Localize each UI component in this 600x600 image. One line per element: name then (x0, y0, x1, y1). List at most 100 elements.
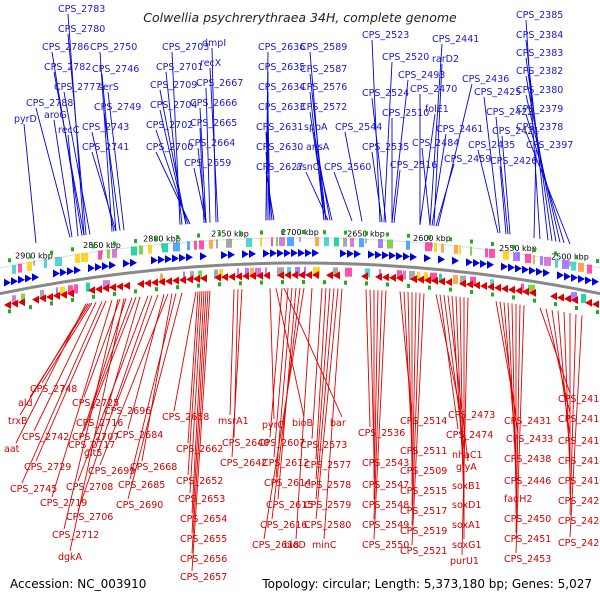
reverse-gene-leader (77, 295, 149, 482)
green-tick (470, 289, 473, 294)
reverse-gene-arrow (46, 293, 53, 301)
forward-gene-leader (501, 135, 511, 235)
feature-block (287, 267, 291, 277)
green-tick (239, 281, 242, 286)
feature-block (460, 275, 466, 285)
feature-block (409, 271, 415, 280)
forward-gene-label: pyrD (14, 114, 37, 125)
feature-block (406, 240, 410, 250)
forward-gene-arrow (515, 264, 522, 273)
forward-gene-label: CPS_2523 (362, 30, 409, 41)
green-tick (386, 282, 389, 287)
green-tick (176, 235, 179, 240)
forward-gene-arrow (158, 255, 165, 264)
forward-gene-arrow (109, 261, 116, 270)
green-tick (428, 285, 431, 290)
forward-gene-arrow (585, 276, 592, 285)
feature-block (397, 270, 402, 280)
reverse-gene-arrow (305, 271, 312, 279)
feature-block (237, 268, 239, 278)
reverse-gene-label: soxD1 (452, 500, 481, 511)
reverse-gene-leader (539, 307, 571, 394)
green-tick (197, 283, 200, 288)
forward-gene-leader (193, 167, 207, 223)
feature-block (60, 286, 65, 296)
reverse-gene-arrow (228, 272, 235, 281)
green-tick (155, 287, 158, 292)
reverse-gene-label: bar (330, 418, 346, 429)
reverse-gene-leader (569, 315, 583, 538)
feature-block (214, 269, 218, 279)
reverse-gene-label: msrA1 (218, 416, 249, 427)
reverse-gene-label: CPS_2419 (558, 476, 600, 487)
forward-gene-label: CPS_2461 (436, 124, 483, 135)
reverse-gene-arrow (158, 277, 165, 286)
reverse-gene-arrow (424, 276, 431, 285)
green-tick (260, 230, 263, 235)
feature-block (98, 250, 102, 260)
reverse-gene-arrow (494, 283, 501, 292)
reverse-gene-arrow (585, 298, 592, 307)
feature-block (216, 239, 218, 249)
feature-block (276, 237, 278, 247)
green-tick (575, 255, 578, 260)
forward-gene-leader (525, 113, 565, 244)
reverse-gene-leader (189, 291, 203, 494)
forward-gene-arrow (340, 249, 347, 258)
forward-gene-leader (499, 165, 507, 234)
forward-gene-label: CPS_2426 (490, 156, 537, 167)
forward-gene-leader (437, 83, 473, 227)
reverse-gene-arrow (193, 274, 200, 283)
forward-gene-arrow (228, 250, 235, 259)
feature-block (246, 238, 252, 247)
reverse-gene-leader (569, 314, 577, 516)
reverse-gene-label: CPS_2657 (180, 572, 227, 583)
forward-gene-leader (419, 113, 436, 225)
green-tick (155, 236, 158, 241)
feature-block (18, 263, 22, 273)
reverse-gene-arrow (221, 273, 228, 282)
feature-block (107, 249, 110, 259)
reverse-gene-leader (231, 289, 243, 458)
feature-block (571, 261, 576, 271)
green-tick (575, 306, 578, 310)
forward-gene-label: CPS_2493 (398, 70, 445, 81)
forward-gene-arrow (473, 259, 480, 267)
reverse-gene-leader (563, 311, 571, 476)
reverse-gene-leader (127, 294, 165, 430)
forward-gene-arrow (522, 265, 529, 274)
feature-block (131, 246, 137, 256)
reverse-gene-label: CPS_2668 (130, 462, 177, 473)
feature-block (571, 292, 577, 302)
forward-gene-label: CPS_2665 (190, 118, 237, 129)
reverse-gene-label: CPS_2719 (40, 498, 87, 509)
feature-block (489, 248, 495, 258)
forward-gene-label: CPS_2659 (184, 158, 231, 169)
forward-gene-arrow (564, 272, 571, 281)
feature-block (183, 271, 185, 281)
forward-gene-leader (421, 147, 431, 226)
green-tick (344, 230, 347, 235)
reverse-gene-leader (411, 292, 417, 506)
forward-gene-label: CPS_2749 (94, 102, 141, 113)
forward-gene-arrow (592, 277, 599, 286)
reverse-gene-label: CPS_2655 (180, 534, 227, 545)
forward-gene-leader (159, 89, 187, 225)
forward-gene-leader (99, 51, 113, 232)
reverse-gene-label: CPS_2708 (66, 482, 113, 493)
forward-gene-arrow (403, 252, 410, 261)
forward-gene-leader (205, 87, 211, 223)
forward-gene-label: CPS_2385 (516, 10, 563, 21)
feature-block (162, 243, 168, 253)
reverse-gene-label: CPS_2684 (116, 430, 163, 441)
forward-gene-label: CPS_2635 (258, 62, 305, 73)
reverse-gene-label: CPS_2509 (400, 466, 447, 477)
forward-gene-leader (305, 171, 329, 221)
forward-gene-label: CPS_2666 (190, 98, 237, 109)
reverse-gene-leader (191, 290, 207, 534)
forward-gene-label: CPS_2630 (256, 142, 303, 153)
reverse-gene-arrow (186, 275, 193, 284)
forward-gene-label: CPS_2788 (26, 98, 73, 109)
reverse-gene-label: soxG1 (452, 540, 482, 551)
reverse-gene-arrow (123, 281, 130, 290)
